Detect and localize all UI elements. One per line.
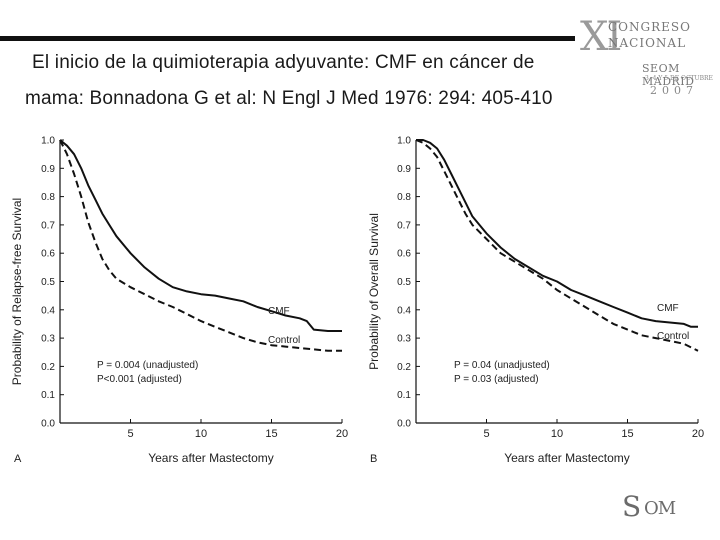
- chart1-x-axis-label: Years after Mastectomy: [148, 451, 274, 465]
- chart2-y-tick-label: 0.2: [397, 362, 411, 373]
- chart2-x-tick-label: 5: [483, 428, 489, 440]
- chart1-x-tick-label: 15: [265, 428, 277, 440]
- chart2-y-tick-label: 0.6: [397, 249, 411, 260]
- chart1-y-tick-label: 0.7: [41, 220, 55, 231]
- slide-title-line-1: El inicio de la quimioterapia adyuvante:…: [32, 52, 535, 73]
- slide-title: El inicio de la quimioterapia adyuvante:…: [0, 44, 720, 118]
- chart1-y-tick-label: 0.9: [41, 164, 55, 175]
- chart2-y-tick-label: 0.8: [397, 192, 411, 203]
- chart1-x-tick-label: 10: [195, 428, 207, 440]
- chart1-series-cmf-line: [59, 139, 342, 332]
- logo-numeral: XI: [580, 14, 622, 60]
- chart1-x-tick-label: 20: [336, 428, 348, 440]
- logo-line-2: NACIONAL: [608, 36, 687, 50]
- chart2-p-value-annotation: P = 0.04 (unadjusted): [454, 360, 550, 371]
- chart2-y-tick-label: 0.1: [397, 390, 411, 401]
- chart2-y-tick-label: 0.0: [397, 419, 411, 430]
- chart2-y-axis-label: Probability of Overall Survival: [367, 213, 381, 370]
- chart1-y-tick-label: 0.8: [41, 192, 55, 203]
- chart2-x-axis-label: Years after Mastectomy: [504, 451, 630, 465]
- chart1-x-tick-label: 5: [127, 428, 133, 440]
- chart2-y-tick-label: 1.0: [397, 136, 411, 147]
- logo-year: 2007: [650, 84, 698, 97]
- chart2-y-tick-label: 0.4: [397, 305, 411, 316]
- chart2-series-cmf-label: CMF: [657, 303, 679, 314]
- chart2-series-control-line: [415, 139, 699, 352]
- chart2-x-tick-label: 10: [551, 428, 563, 440]
- title-rule: [0, 36, 575, 41]
- chart2-x-tick-label: 20: [692, 428, 704, 440]
- chart1-series-control-line: [59, 139, 342, 352]
- logo-line-1: CONGRESO: [608, 20, 691, 34]
- logo-line-3: SEOM MADRID: [642, 62, 695, 88]
- chart1-y-tick-label: 0.6: [41, 249, 55, 260]
- chart1-panel-label: A: [14, 453, 22, 465]
- chart2-y-tick-label: 0.5: [397, 277, 411, 288]
- chart1-y-tick-label: 0.1: [41, 390, 55, 401]
- chart1-y-tick-label: 0.2: [41, 362, 55, 373]
- seom-logo-om: OM: [644, 498, 676, 519]
- chart1-series-control-label: Control: [268, 335, 300, 346]
- chart1-y-tick-label: 0.0: [41, 419, 55, 430]
- chart1-y-tick-label: 0.4: [41, 305, 55, 316]
- chart2-x-tick-label: 15: [621, 428, 633, 440]
- chart1-y-tick-label: 0.5: [41, 277, 55, 288]
- logo-line-4: 3, 4 Y 5 DE OCTUBRE: [645, 75, 713, 82]
- chart2-y-tick-label: 0.3: [397, 334, 411, 345]
- chart2-p-value-annotation: P = 0.03 (adjusted): [454, 374, 539, 385]
- chart1-p-value-annotation: P = 0.004 (unadjusted): [97, 360, 198, 371]
- chart2-series-cmf-line: [416, 139, 698, 328]
- chart1-series-cmf-label: CMF: [268, 306, 290, 317]
- slide-title-line-2: mama: Bonnadona G et al: N Engl J Med 19…: [25, 88, 553, 109]
- congress-logo: XI CONGRESO NACIONAL SEOM MADRID 3, 4 Y …: [580, 12, 720, 102]
- chart1-y-tick-label: 0.3: [41, 334, 55, 345]
- seom-footer-logo: S OM: [618, 490, 688, 526]
- chart2-y-tick-label: 0.9: [397, 164, 411, 175]
- chart1-y-axis-label: Probability of Relapse-free Survival: [10, 198, 24, 385]
- chart2-y-tick-label: 0.7: [397, 220, 411, 231]
- chart1-p-value-annotation: P<0.001 (adjusted): [97, 374, 182, 385]
- chart2-panel-label: B: [370, 453, 377, 465]
- chart1-y-tick-label: 1.0: [41, 136, 55, 147]
- seom-logo-s: S: [622, 490, 642, 523]
- chart2-series-control-label: Control: [657, 331, 689, 342]
